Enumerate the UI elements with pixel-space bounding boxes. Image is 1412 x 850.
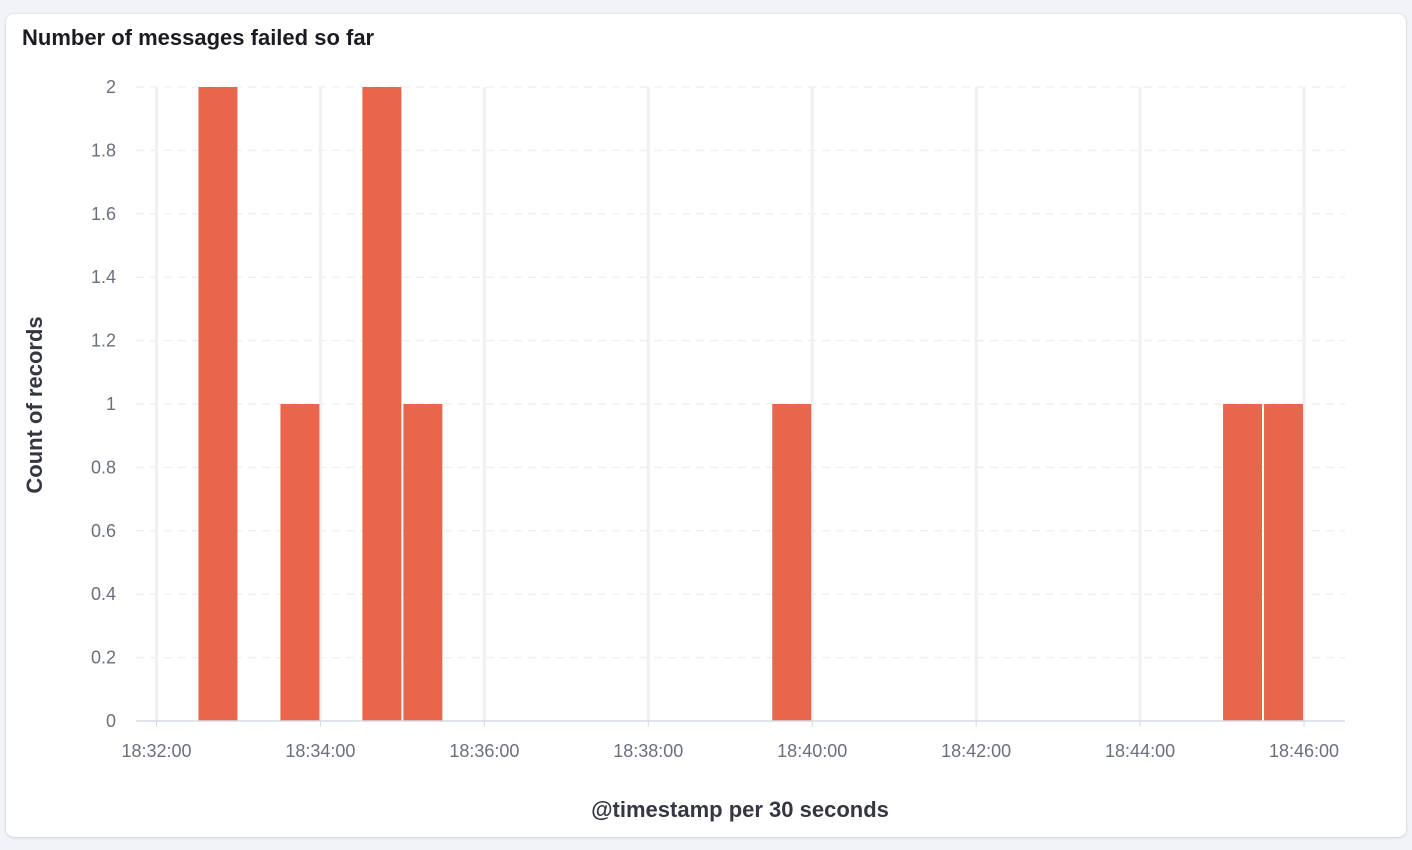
bar[interactable]	[1264, 404, 1304, 721]
x-tick-label: 18:38:00	[613, 741, 683, 761]
y-tick-label: 1.4	[91, 267, 116, 287]
y-tick-label: 0	[106, 711, 116, 731]
grid-lines	[136, 86, 1345, 721]
x-tick-label: 18:34:00	[285, 741, 355, 761]
y-tick-label: 0.4	[91, 584, 116, 604]
x-tick-label: 18:40:00	[777, 741, 847, 761]
x-tick-label: 18:42:00	[941, 741, 1011, 761]
bar[interactable]	[280, 404, 320, 721]
bar-chart: 0 0.2 0.4 0.6 0.8 1 1.2 1.4 1.6 1.8 2 18:32:00 18:34…	[22, 77, 1345, 822]
visualization-panel: Number of messages failed so far 0 0.2 0.4…	[6, 14, 1406, 837]
y-tick-label: 2	[106, 77, 116, 97]
y-axis-title: Count of records	[22, 316, 47, 493]
bar[interactable]	[772, 404, 812, 721]
y-tick-label: 0.8	[91, 457, 116, 477]
x-axis-title: @timestamp per 30 seconds	[591, 797, 889, 822]
bar[interactable]	[1223, 404, 1263, 721]
axes: 0 0.2 0.4 0.6 0.8 1 1.2 1.4 1.6 1.8 2 18:32:00 18:34…	[91, 77, 1345, 761]
y-tick-label: 1.2	[91, 331, 116, 351]
bar[interactable]	[198, 87, 238, 721]
bar[interactable]	[403, 404, 443, 721]
x-tick-label: 18:46:00	[1269, 741, 1339, 761]
x-tick-label: 18:32:00	[121, 741, 191, 761]
y-tick-label: 1.6	[91, 204, 116, 224]
y-tick-label: 0.2	[91, 648, 116, 668]
bar[interactable]	[362, 87, 402, 721]
x-tick-label: 18:36:00	[449, 741, 519, 761]
y-tick-label: 1	[106, 394, 116, 414]
bar-series	[198, 87, 1304, 721]
x-tick-label: 18:44:00	[1105, 741, 1175, 761]
y-tick-label: 1.8	[91, 140, 116, 160]
panel-title: Number of messages failed so far	[22, 25, 375, 50]
y-tick-label: 0.6	[91, 521, 116, 541]
